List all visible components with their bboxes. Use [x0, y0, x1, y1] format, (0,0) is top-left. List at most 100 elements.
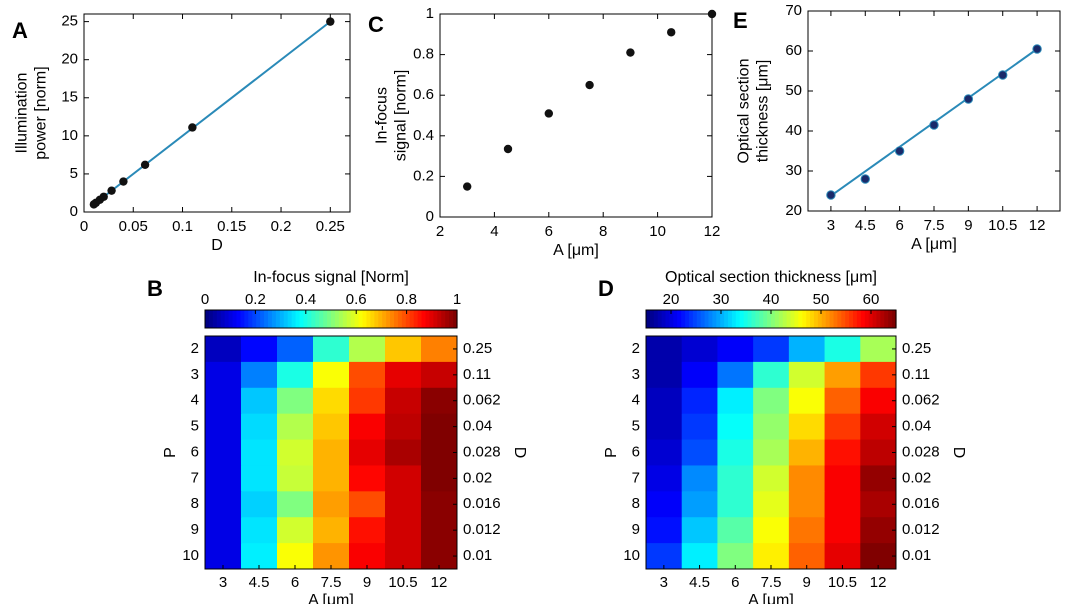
y-tick-label-left: 5: [632, 418, 640, 435]
colorbar-segment: [334, 310, 340, 328]
y-tick-label-right: 0.25: [902, 340, 931, 357]
y-axis-label-line: Illumination: [14, 73, 31, 154]
heatmap-cell: [385, 439, 422, 466]
y-tick-label: 25: [61, 13, 78, 30]
data-point: [1032, 44, 1042, 54]
x-tick-label: 2: [436, 223, 444, 240]
colorbar-segment: [696, 310, 702, 328]
colorbar-segment: [802, 310, 807, 328]
colorbar-segment: [681, 310, 686, 328]
heatmap-cell: [753, 517, 790, 544]
x-tick-label: 6: [731, 574, 739, 591]
colorbar-tick-label: 0: [201, 291, 209, 308]
colorbar-segment: [205, 310, 210, 328]
colorbar-tick-label: 0.8: [396, 291, 417, 308]
data-point: [860, 174, 870, 184]
colorbar-segment: [677, 310, 682, 328]
colorbar-segment: [283, 310, 289, 328]
x-tick-label: 6: [545, 223, 553, 240]
y-tick-label-left: 4: [632, 392, 640, 409]
x-tick-label: 12: [1029, 217, 1046, 234]
y-tick-label-right: 0.25: [463, 340, 492, 357]
data-point: [894, 146, 905, 156]
colorbar-segment: [872, 310, 878, 328]
heatmap-cell: [860, 361, 897, 389]
x-tick-label: 8: [599, 223, 607, 240]
heatmap-cell: [681, 361, 718, 389]
heatmap-cell: [681, 336, 718, 363]
colorbar-segment: [845, 310, 850, 328]
y-tick-label: 70: [785, 2, 802, 19]
y-axis-label: Optical section thickness [μm]: [736, 59, 772, 164]
panel-d-heatmap: 3 4.5 6 7.5 9 10.5 12 2 3 4 5 6 7 8 9 10 0.25 0.11 0.062 0.…: [603, 269, 967, 604]
heatmap-cell: [277, 336, 314, 363]
colorbar-segment: [417, 310, 423, 328]
colorbar-segment: [409, 310, 415, 328]
y-tick-label-left: 10: [623, 547, 640, 564]
heatmap-cell: [349, 491, 386, 518]
colorbar-tick-label: 0.2: [245, 291, 266, 308]
colorbar-segment: [275, 310, 281, 328]
heatmap-cell: [681, 413, 718, 441]
colorbar-segment: [291, 310, 297, 328]
panel-e-chart: 3 4.5 6 7.5 9 10.5 12 20 30 40 50 60 70 A [μm] Optical…: [736, 2, 1061, 253]
heatmap-cell: [241, 491, 278, 518]
colorbar-segment: [212, 310, 218, 328]
colorbar-segment: [287, 310, 293, 328]
x-tick-label: 12: [870, 574, 887, 591]
heatmap-cell: [681, 491, 718, 518]
x-tick-label: 0.05: [119, 218, 148, 235]
colorbar-segment: [649, 310, 655, 328]
heatmap-cell: [421, 439, 458, 466]
y-tick-label-left: 4: [191, 392, 199, 409]
y-axis-label-line: signal [norm]: [393, 70, 410, 162]
colorbar-segment: [449, 310, 454, 328]
y-tick-label: 30: [785, 162, 802, 179]
x-tick-label: 3: [827, 217, 835, 234]
colorbar-segment: [323, 310, 328, 328]
heatmap-cell: [860, 413, 897, 441]
heatmap-cell: [646, 517, 683, 544]
y-tick-label-left: 6: [632, 443, 640, 460]
heatmap-cell: [277, 517, 314, 544]
data-point: [998, 70, 1008, 80]
data-point: [963, 94, 974, 104]
colorbar-segment: [268, 310, 273, 328]
x-tick-label: 10.5: [828, 574, 857, 591]
colorbar-segment: [208, 310, 214, 328]
heatmap-cell: [717, 361, 754, 389]
colorbar-segment: [767, 310, 772, 328]
heatmap-cell: [646, 413, 683, 441]
heatmap-cell: [717, 491, 754, 518]
heatmap-cell: [241, 465, 278, 492]
heatmap-cell: [349, 413, 386, 441]
heatmap-cell: [788, 439, 826, 466]
colorbar-segment: [252, 310, 257, 328]
y-tick-label-left: 8: [632, 495, 640, 512]
colorbar-segment: [390, 310, 395, 328]
colorbar-segment: [248, 310, 253, 328]
colorbar-segment: [692, 310, 698, 328]
heatmap-cell: [277, 413, 314, 441]
colorbar-segment: [813, 310, 819, 328]
colorbar-segment: [739, 310, 745, 328]
heatmap-cell: [349, 517, 386, 544]
colorbar-segment: [743, 310, 749, 328]
x-tick-label: 0.25: [316, 218, 345, 235]
x-tick-label: 9: [964, 217, 972, 234]
colorbar-segment: [311, 310, 316, 328]
heatmap-cell: [205, 465, 242, 492]
y-tick-label-right: 0.012: [463, 521, 501, 538]
colorbar-segment: [354, 310, 360, 328]
colorbar-segment: [299, 310, 305, 328]
colorbar-segment: [810, 310, 815, 328]
heatmap-cell: [421, 413, 458, 441]
y-tick-label-left: 7: [632, 469, 640, 486]
y-axis-label-line: power [norm]: [33, 66, 50, 159]
x-axis-label: A [μm]: [911, 236, 957, 253]
colorbar-segment: [378, 310, 383, 328]
heatmap-cell: [753, 387, 790, 415]
data-point: [188, 123, 197, 132]
colorbar-segment: [720, 310, 725, 328]
plot-frame: [439, 13, 713, 218]
